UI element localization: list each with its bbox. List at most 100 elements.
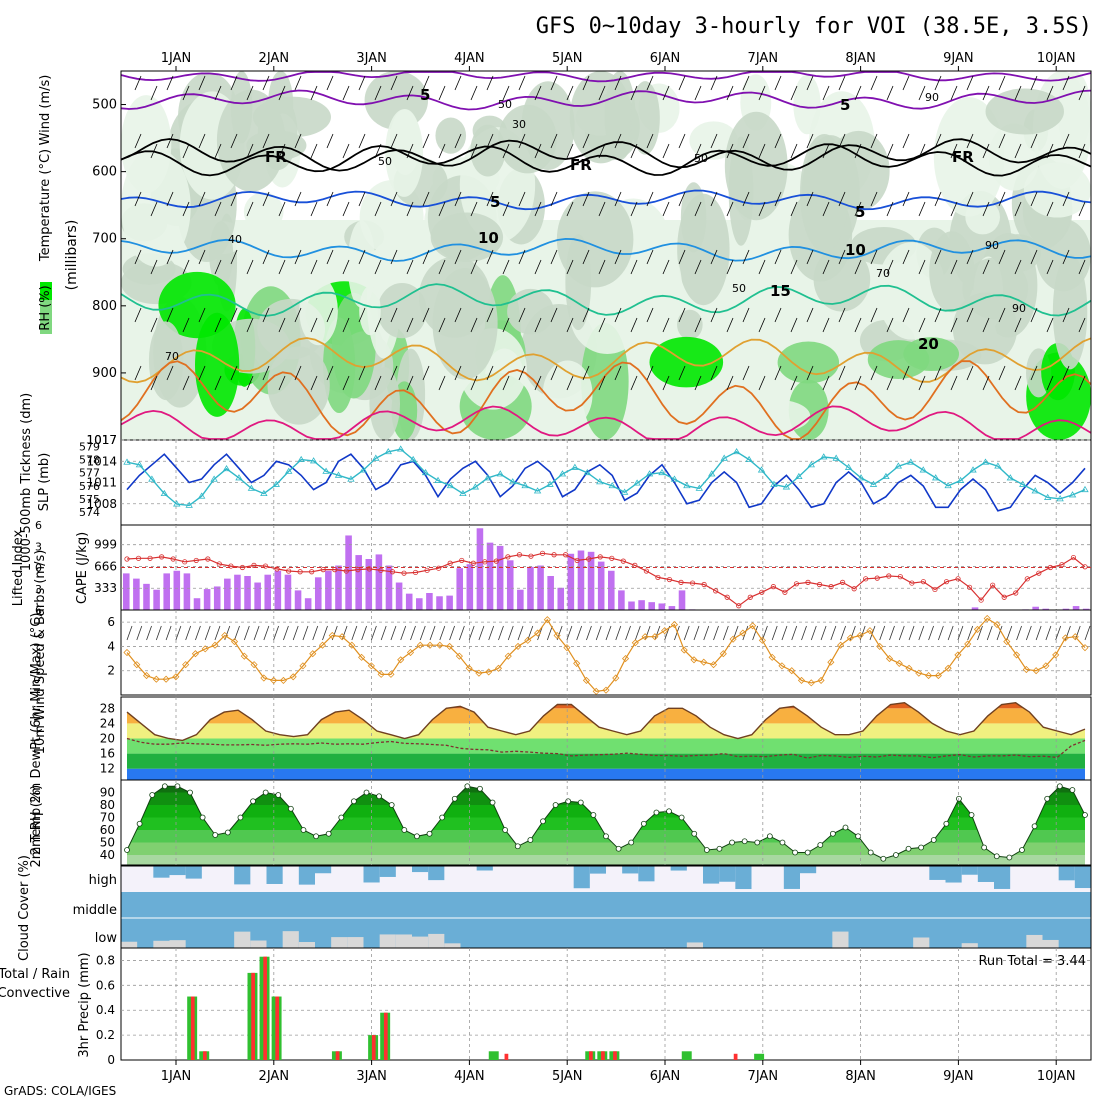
precip-tick: 0.8: [96, 953, 115, 967]
thickness-point: [160, 489, 169, 497]
wind10-barb: [595, 625, 602, 641]
wind-barb: [262, 307, 270, 323]
thickness-point: [558, 470, 567, 477]
wind-barb: [550, 75, 558, 91]
rh-axis-label: 2m RH (%): [29, 785, 44, 856]
wind-barb: [390, 191, 398, 207]
precip-tick: 0.6: [96, 978, 115, 992]
wind-barb: [886, 375, 894, 391]
thickness-point: [496, 470, 504, 477]
date-label: 1JAN: [161, 51, 192, 66]
thickness-point: [658, 468, 666, 476]
date-label: 2JAN: [259, 1069, 290, 1084]
wind-barb: [870, 365, 878, 381]
wind-barb: [454, 365, 462, 381]
cloud-high-bar: [589, 866, 606, 874]
thickness-point: [372, 454, 380, 461]
wind-barb: [982, 317, 990, 333]
wind-barb: [934, 365, 942, 381]
wind-barb: [598, 317, 606, 333]
slp-tick: 1008: [86, 497, 117, 511]
rh-contour-label: 90: [925, 91, 939, 104]
wind-tick: 4: [107, 639, 115, 653]
wind-barb: [438, 201, 446, 217]
thickness-axis-label: 1000-500mb Tickness (dm): [19, 393, 34, 571]
isotherm-line: [120, 283, 1092, 317]
wind-barb: [630, 375, 638, 391]
cloud-axis-label: Cloud Cover (%): [17, 855, 32, 961]
wind-barb: [246, 201, 254, 217]
isotherm-label: FR: [265, 148, 287, 166]
wind-barb: [822, 375, 830, 391]
wind-barb: [470, 317, 478, 333]
rh-point: [224, 829, 231, 836]
li-point: [678, 579, 684, 585]
date-label: 7JAN: [748, 1069, 779, 1084]
wind10-barb: [674, 625, 680, 641]
wind10-point: [709, 661, 718, 669]
thickness-point: [135, 461, 144, 468]
wind10-point: [944, 664, 952, 672]
li-point: [343, 568, 349, 574]
li-point: [366, 566, 372, 572]
wind10-point: [250, 661, 258, 669]
li-point: [459, 557, 465, 564]
cape-bar: [486, 542, 494, 610]
thickness-point: [285, 467, 293, 474]
wind-barb: [902, 249, 910, 265]
li-point: [689, 580, 696, 586]
cloud-level-label: middle: [73, 903, 117, 918]
dewpoint-line: [126, 737, 1086, 759]
wind-barb: [726, 259, 734, 275]
wind-barb: [422, 249, 430, 265]
wind-barb: [822, 259, 830, 275]
wind-barb: [518, 133, 526, 149]
temp-band: [127, 708, 1085, 724]
li-point: [1013, 590, 1019, 596]
wind-barb: [534, 85, 542, 101]
wind-barb: [918, 317, 926, 333]
cloud-high-bar: [573, 866, 590, 889]
cloud-high-bar: [670, 866, 687, 871]
thickness-point: [820, 453, 828, 460]
date-label: 3JAN: [356, 1069, 387, 1084]
rh-point: [1069, 787, 1076, 793]
wind-barb: [230, 133, 238, 149]
wind10-point: [670, 621, 678, 629]
wind-barb: [886, 259, 894, 275]
cape-bar: [375, 554, 383, 610]
wind-barb: [630, 259, 638, 275]
rh-shade: [299, 276, 338, 346]
cloud-low-gap: [282, 931, 299, 948]
li-point: [124, 556, 130, 562]
wind10-point: [846, 634, 854, 642]
wind-barb: [406, 375, 414, 391]
wind10-barb: [771, 625, 778, 641]
wind-barb: [646, 365, 654, 381]
wind-barb: [1062, 191, 1070, 207]
wind-barb: [390, 133, 398, 149]
li-point: [643, 568, 649, 574]
wind-barb: [262, 75, 270, 91]
rh-point: [703, 847, 710, 853]
cloud-high-bar: [977, 866, 994, 882]
isotherm-line: [120, 89, 1092, 111]
thickness-point: [596, 478, 604, 485]
wind10-barb: [810, 625, 817, 641]
wind10-barb: [380, 625, 387, 641]
wind10-point: [514, 642, 522, 650]
wind-barb: [982, 201, 990, 217]
wind10-barb: [273, 625, 280, 641]
date-label: 1JAN: [161, 1069, 192, 1084]
wind-barb: [758, 85, 766, 101]
thickness-point: [807, 461, 815, 468]
rh-shade: [793, 74, 821, 135]
thickness-point: [994, 462, 1002, 469]
wind-barb: [582, 75, 590, 91]
cape-bar: [314, 577, 322, 610]
isotherm-line: [120, 337, 1092, 384]
wind-barb: [406, 317, 414, 333]
wind-barb: [550, 191, 558, 207]
wind10-barb: [713, 625, 719, 641]
